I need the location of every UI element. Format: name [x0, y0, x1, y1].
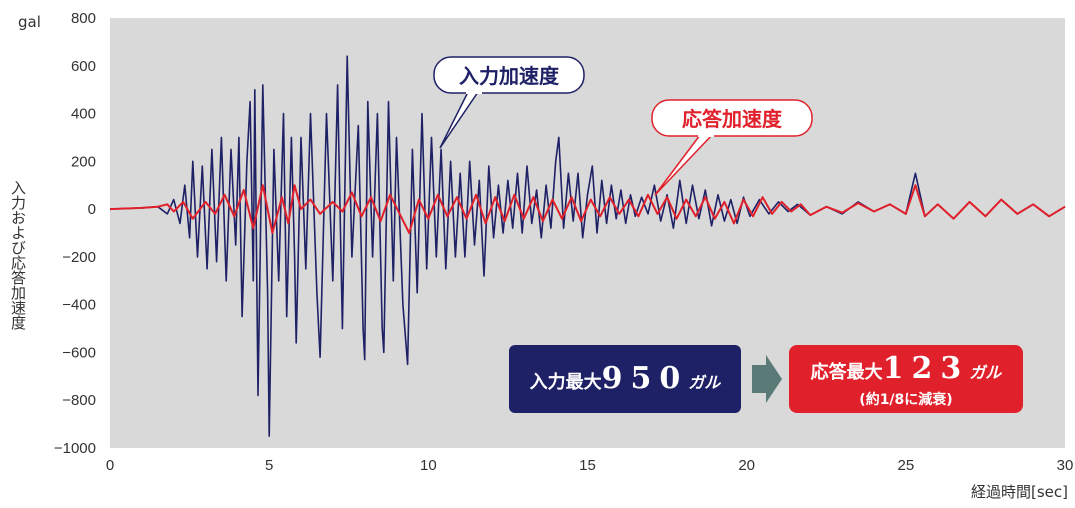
x-tick-label: 5 [265, 457, 273, 474]
response-max-value: 123 [882, 351, 970, 386]
x-tick-label: 30 [1057, 457, 1074, 474]
y-tick-label: 400 [71, 106, 96, 123]
input-max-value: 950 [601, 361, 689, 396]
response-max-note: (約1/8に減衰) [859, 392, 953, 408]
response-max-unit: ガル [969, 363, 1002, 382]
x-tick-label: 15 [579, 457, 596, 474]
arrow-icon [752, 355, 782, 403]
response-max-box [789, 345, 1023, 413]
y-tick-label: 0 [88, 201, 96, 218]
x-tick-label: 10 [420, 457, 437, 474]
y-tick-label: −400 [62, 297, 96, 314]
y-tick-label: −200 [62, 249, 96, 266]
y-tick-label: −1000 [54, 440, 96, 457]
legend-label-input: 入力加速度 [459, 64, 560, 88]
legend-label-response: 応答加速度 [682, 107, 783, 131]
input-max-label: 入力最大950ガル [509, 361, 741, 396]
input-max-prefix: 入力最大 [529, 372, 602, 393]
response-max-label: 応答最大123ガル [789, 351, 1023, 386]
y-unit-label: gal [18, 13, 41, 31]
x-tick-label: 25 [897, 457, 914, 474]
y-tick-label: −800 [62, 392, 96, 409]
x-tick-label: 20 [738, 457, 755, 474]
y-tick-label: 200 [71, 153, 96, 170]
series-line-response [109, 184, 1066, 234]
input-max-box [509, 345, 741, 413]
callout-response: 応答加速度 [651, 99, 813, 196]
series-line-input [109, 55, 1066, 437]
y-tick-label: 600 [71, 58, 96, 75]
response-max-prefix: 応答最大 [810, 362, 883, 383]
input-max-unit: ガル [688, 373, 721, 392]
y-tick-label: 800 [71, 10, 96, 27]
y-axis-label: 入力および応答加速度 [9, 180, 27, 330]
callout-input: 入力加速度 [433, 56, 585, 149]
x-tick-label: 0 [106, 457, 114, 474]
x-axis-label: 経過時間[sec] [971, 483, 1068, 501]
y-tick-label: −600 [62, 344, 96, 361]
